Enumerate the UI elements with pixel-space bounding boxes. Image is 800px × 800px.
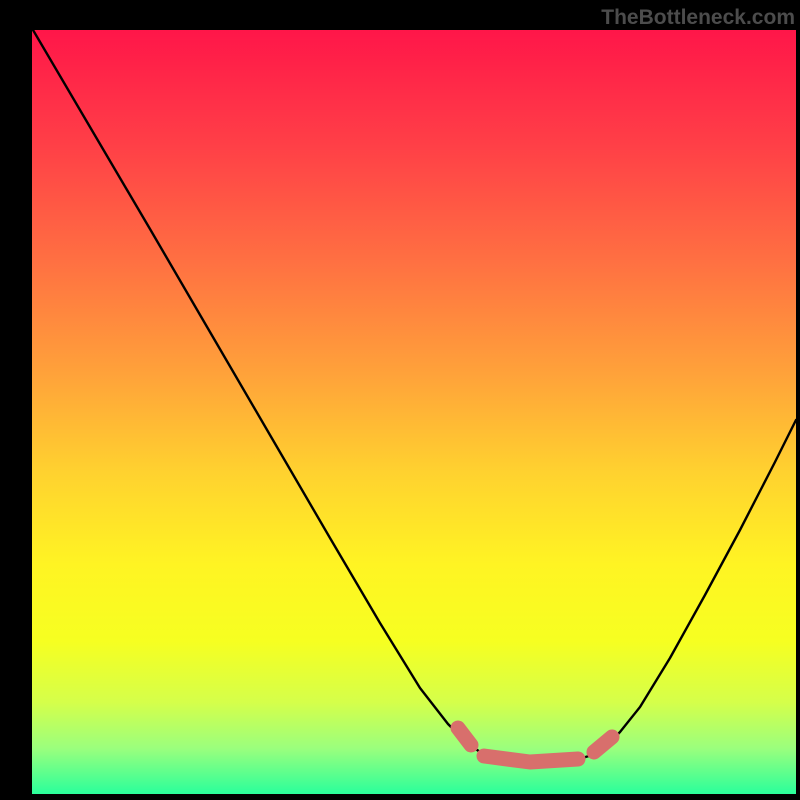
optimal-segment-0 (458, 728, 471, 745)
optimal-range-marker (458, 728, 612, 762)
optimal-segment-2 (594, 737, 612, 752)
bottleneck-curve (33, 30, 796, 761)
watermark-text: TheBottleneck.com (601, 6, 795, 30)
bottleneck-chart: TheBottleneck.com (0, 0, 800, 800)
plot-area (32, 30, 796, 794)
curve-layer (32, 30, 796, 794)
optimal-segment-1 (484, 756, 578, 762)
